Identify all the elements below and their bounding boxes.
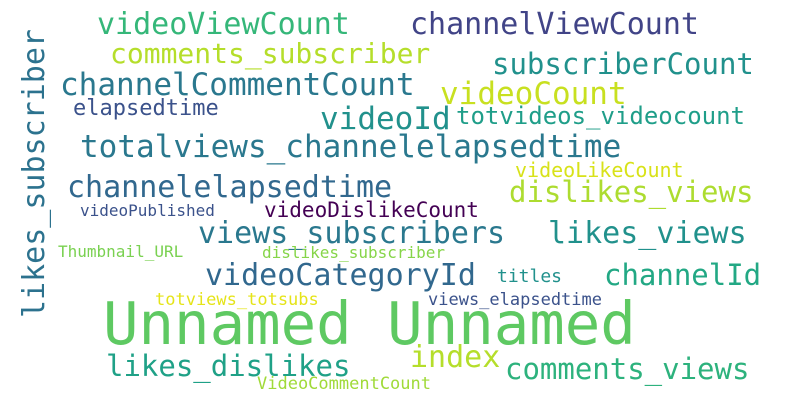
word-comments-views: comments_views [505, 352, 750, 386]
word-totalviews-channelelapsedtime: totalviews_channelelapsedtime [80, 129, 622, 165]
word-views-subscribers: views_subscribers [198, 216, 506, 251]
word-dislikes-views: dislikes_views [509, 175, 754, 209]
word-dislikes-subscriber: dislikes_subscriber [262, 243, 446, 262]
word-videopublished: videoPublished [80, 201, 215, 220]
word-channelviewcount: channelViewCount [410, 7, 699, 42]
word-thumbnail-url: Thumbnail_URL [58, 242, 184, 261]
word-titles: titles [497, 266, 563, 287]
word-videocount: videoCount [440, 76, 627, 112]
word-channelid: channelId [604, 258, 762, 292]
word-subscribercount: subscriberCount [492, 47, 754, 81]
word-videoviewcount: videoViewCount [97, 7, 350, 42]
word-videocategoryid: videoCategoryId [205, 258, 476, 293]
word-comments-subscriber: comments_subscriber [110, 37, 431, 70]
word-likes-subscriber: likes_subscriber [17, 29, 52, 318]
word-unnamed-unnamed: Unnamed Unnamed [103, 289, 636, 358]
word-likes-dislikes: likes_dislikes [106, 349, 351, 383]
word-totvideos-videocount: totvideos_videocount [456, 102, 745, 130]
word-videocommentcount: VideoCommentCount [257, 374, 431, 394]
word-index: index [410, 340, 501, 375]
word-channelelapsedtime: channelelapsedtime [67, 170, 393, 205]
word-views-elapsedtime: views_elapsedtime [428, 290, 602, 310]
word-videodislikecount: videoDislikeCount [264, 198, 479, 222]
word-totviews-totsubs: totviews_totsubs [155, 290, 319, 310]
word-videolikecount: videoLikeCount [515, 158, 684, 182]
word-likes-views: likes_views [548, 216, 747, 251]
word-videoid: videoId [320, 101, 451, 137]
word-elapsedtime: elapsedtime [73, 96, 219, 121]
word-channelcommentcount: channelCommentCount [60, 67, 415, 103]
